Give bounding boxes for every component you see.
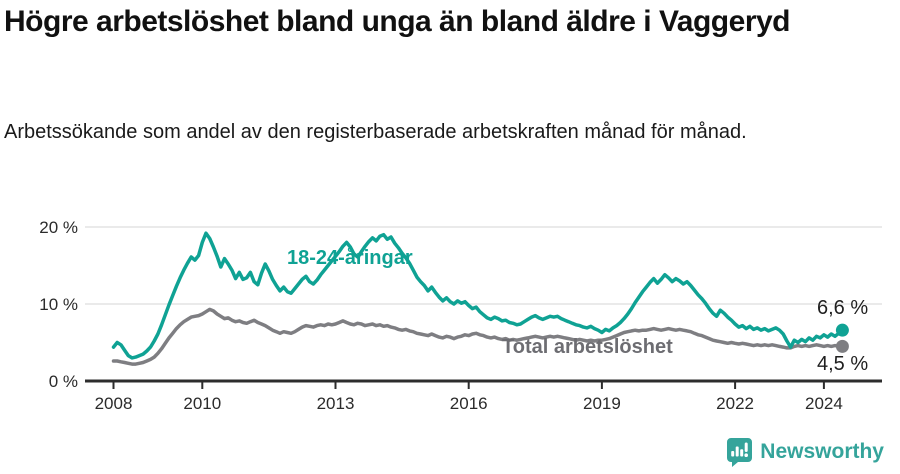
y-tick-label: 10 % xyxy=(39,295,78,314)
series-line xyxy=(111,231,845,360)
x-tick-label: 2008 xyxy=(95,394,133,413)
chart-subtitle: Arbetssökande som andel av den registerb… xyxy=(4,121,747,143)
x-tick-label: 2016 xyxy=(450,394,488,413)
x-tick-label: 2010 xyxy=(183,394,221,413)
end-value-young: 6,6 % xyxy=(817,297,869,319)
series-end-dot xyxy=(835,323,849,337)
y-tick-label: 0 % xyxy=(49,372,78,391)
series-label-young: 18-24-åringar xyxy=(287,247,413,269)
newsworthy-brand-link[interactable]: Newsworthy xyxy=(725,437,884,467)
page-title: Högre arbetslöshet bland unga än bland ä… xyxy=(4,5,791,38)
series-line xyxy=(111,307,845,366)
series-label-total: Total arbetslöshet xyxy=(502,336,673,358)
series-end-dot xyxy=(835,339,849,353)
brand-name: Newsworthy xyxy=(760,440,884,463)
x-tick-label: 2013 xyxy=(317,394,355,413)
end-value-total: 4,5 % xyxy=(817,353,869,375)
y-tick-label: 20 % xyxy=(39,218,78,237)
newsworthy-logo-icon xyxy=(727,438,753,467)
x-tick-label: 2022 xyxy=(716,394,754,413)
x-tick-label: 2019 xyxy=(583,394,621,413)
x-tick-label: 2024 xyxy=(805,394,843,413)
